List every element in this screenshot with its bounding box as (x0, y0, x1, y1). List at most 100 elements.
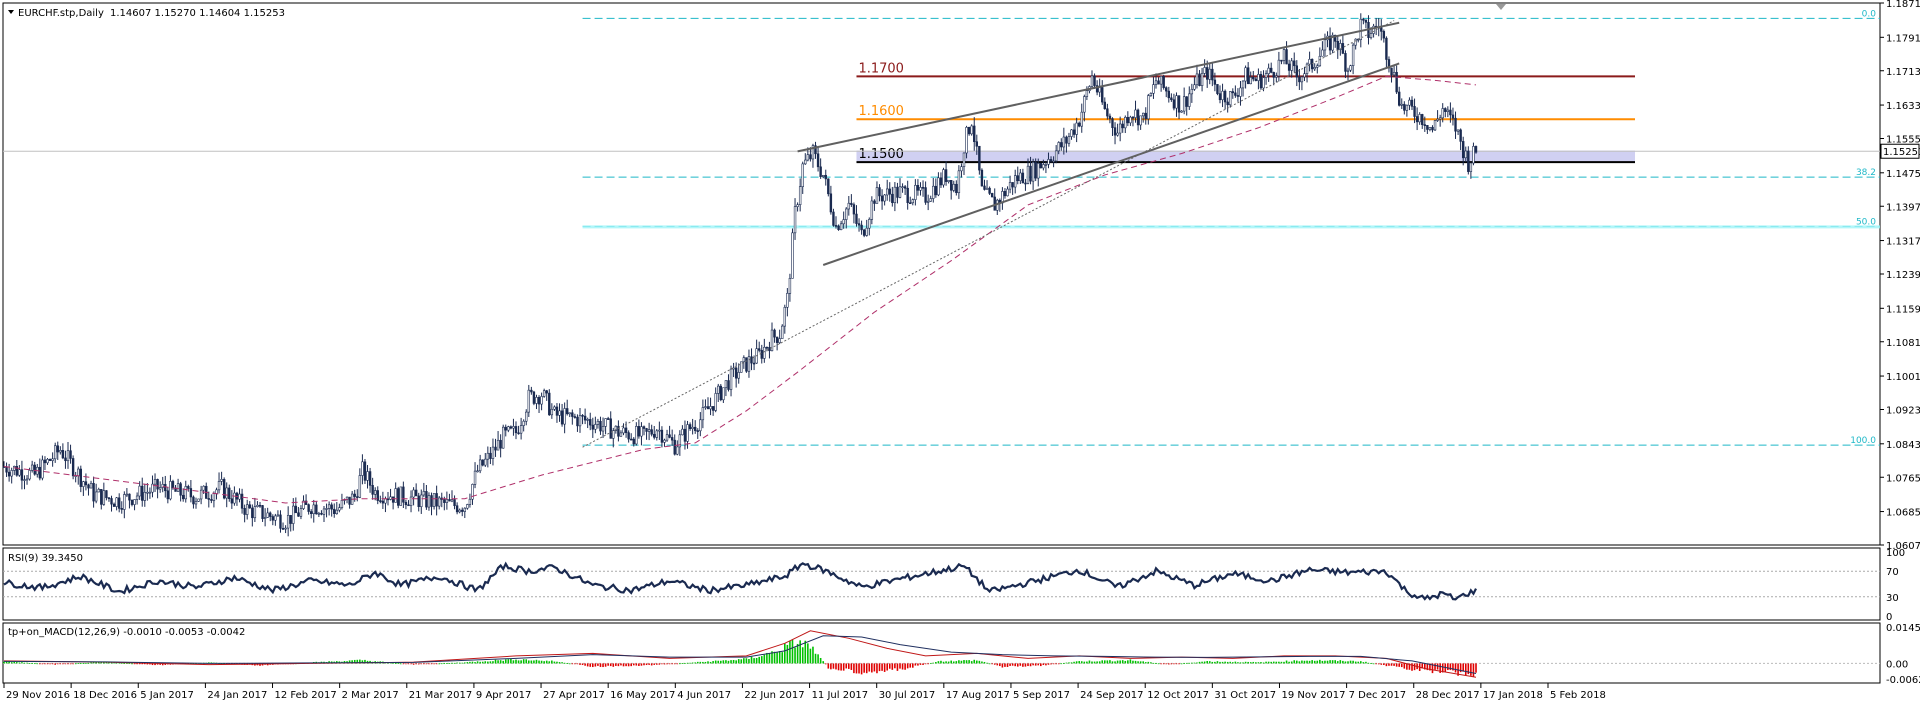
macd-bar (689, 662, 691, 664)
macd-bar (5, 661, 8, 664)
candle-body (1469, 162, 1473, 172)
macd-bar (423, 663, 425, 665)
macd-bar (1203, 661, 1206, 664)
candle-body (468, 498, 472, 505)
candle-body (327, 504, 331, 509)
macd-pane[interactable]: tp+on_MACD(12,26,9) -0.0010 -0.0053 -0.0… (2, 622, 1920, 686)
macd-bar (97, 662, 100, 664)
macd-bar (1272, 661, 1275, 664)
candle-body (176, 483, 180, 492)
candle-body (1331, 34, 1334, 51)
candle-body (274, 515, 277, 521)
price-pane[interactable]: 0.0 38.2 50.0 100.0 1.1700 1.1600 1.1500 EURC… (2, 0, 1920, 552)
macd-bar (579, 663, 581, 665)
candle-body (909, 202, 912, 205)
horizontal-levels: 1.1700 1.1600 1.1500 (856, 61, 1635, 164)
candle-body (676, 446, 679, 455)
macd-bar (919, 663, 922, 665)
macd-bar (1377, 663, 1380, 665)
candle-body (23, 479, 26, 481)
candle-body (727, 380, 730, 390)
candle-body (645, 428, 648, 432)
candle-body (1354, 38, 1357, 46)
candle-body (363, 461, 367, 481)
dropdown-triangle-icon[interactable] (8, 10, 14, 14)
candle-body (1136, 109, 1140, 126)
price-tick-label: 1.10010 (1886, 372, 1920, 383)
macd-bar (405, 663, 407, 665)
rsi-pane[interactable]: RSI(9) 39.3450 100 70 30 0 (2, 547, 1905, 623)
candle-body (553, 406, 556, 410)
date-tick-label: 28 Dec 2017 (1416, 690, 1480, 701)
macd-bar (420, 663, 423, 665)
macd-bar (635, 663, 638, 666)
candle-body (770, 329, 774, 352)
candle-body (701, 407, 705, 421)
candle-body (665, 434, 669, 441)
candle-body (914, 185, 917, 200)
macd-bar (632, 663, 635, 666)
macd-bar (476, 661, 479, 664)
svg-text:1.15253: 1.15253 (1883, 147, 1920, 158)
macd-bar (3, 661, 5, 664)
macd-bar (59, 663, 62, 665)
candle-body (10, 470, 13, 477)
macd-bar (789, 641, 791, 664)
candle-body (368, 471, 372, 486)
macd-bar (1342, 660, 1344, 664)
date-tick-label: 24 Jan 2017 (207, 690, 267, 701)
candle-body (924, 187, 927, 203)
candle-body (1083, 96, 1086, 113)
candle-body (1090, 75, 1094, 87)
candle-body (358, 475, 362, 498)
candle-body (1221, 90, 1224, 101)
candle-body (1108, 115, 1112, 119)
candle-body (417, 495, 420, 507)
candle-body (1170, 97, 1173, 101)
macd-bar (609, 663, 612, 667)
candle-body (125, 493, 129, 496)
candle-body (315, 504, 318, 515)
macd-bar (366, 660, 369, 664)
candle-body (619, 432, 623, 437)
macd-bar (914, 663, 917, 666)
candle-body (1008, 182, 1012, 190)
candle-body (269, 512, 272, 517)
macd-bar (484, 661, 487, 664)
candle-body (289, 515, 292, 524)
macd-bar (236, 663, 238, 665)
macd-bar (1022, 663, 1024, 667)
candle-body (786, 293, 789, 308)
macd-bar (1354, 661, 1357, 664)
date-tick-label: 30 Jul 2017 (879, 690, 936, 701)
candle-body (612, 430, 615, 439)
macd-bar (645, 663, 648, 666)
macd-bar (1257, 662, 1260, 664)
candle-body (532, 391, 536, 404)
candle-body (1031, 162, 1035, 182)
candle-body (202, 485, 205, 491)
macd-bar (720, 660, 722, 664)
candle-body (110, 498, 113, 505)
macd-bar (707, 661, 709, 664)
macd-bar (1216, 661, 1219, 664)
shift-marker-icon[interactable] (1496, 4, 1506, 10)
candle-body (1451, 114, 1455, 119)
macd-bar (359, 659, 361, 664)
candle-body (187, 486, 190, 489)
candle-body (1298, 76, 1301, 83)
macd-bar (845, 663, 848, 669)
candle-body (970, 125, 973, 135)
candle-body (276, 514, 280, 517)
candle-body (373, 490, 377, 495)
macd-bar (1249, 662, 1252, 664)
macd-bar (850, 663, 853, 670)
macd-bar (781, 652, 784, 664)
macd-bar (760, 656, 763, 664)
macd-bar (407, 663, 410, 665)
candle-body (156, 479, 159, 490)
macd-bar (730, 660, 732, 664)
candle-body (670, 437, 674, 441)
macd-bar (397, 663, 400, 664)
